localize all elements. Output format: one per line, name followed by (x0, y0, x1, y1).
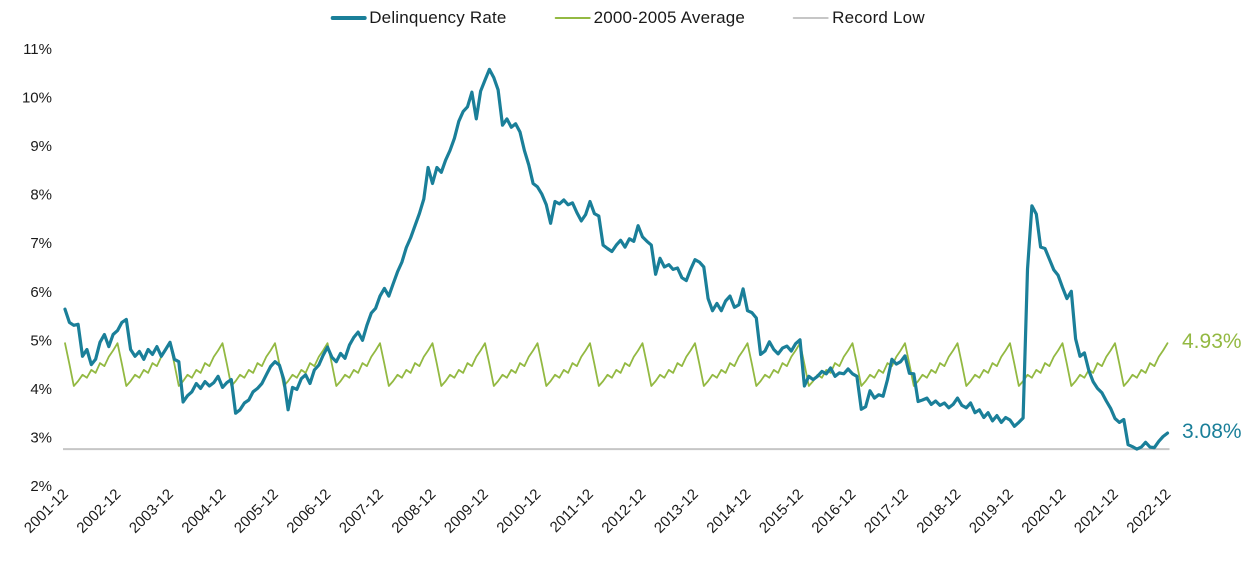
delinquency-end-value-label: 3.08% (1182, 420, 1242, 444)
y-tick-label: 2% (30, 478, 52, 495)
y-tick-label: 10% (22, 90, 52, 107)
x-tick-label: 2012-12 (598, 486, 649, 537)
x-tick-label: 2010-12 (493, 486, 544, 537)
legend-item-2000-2005-average: 2000-2005 Average (554, 8, 746, 28)
legend-item-record-low: Record Low (793, 8, 925, 28)
y-tick-label: 8% (30, 187, 52, 204)
x-tick-label: 2009-12 (441, 486, 492, 537)
x-tick-label: 2006-12 (283, 486, 334, 537)
average-end-value-label: 4.93% (1182, 330, 1242, 354)
y-tick-label: 7% (30, 235, 52, 252)
y-tick-label: 9% (30, 138, 52, 155)
legend-label-delinquency-rate: Delinquency Rate (369, 8, 507, 27)
y-tick-label: 3% (30, 429, 52, 446)
legend-label-2000-2005-average: 2000-2005 Average (593, 8, 746, 27)
x-tick-label: 2022-12 (1123, 486, 1174, 537)
x-tick-label: 2004-12 (178, 486, 229, 537)
y-tick-label: 4% (30, 381, 52, 398)
x-tick-label: 2003-12 (126, 486, 177, 537)
legend-label-record-low: Record Low (832, 8, 925, 27)
x-tick-label: 2014-12 (703, 486, 754, 537)
y-tick-label: 11% (23, 41, 52, 58)
x-tick-label: 2018-12 (913, 486, 964, 537)
delinquency-rate-line-swatch (330, 16, 367, 20)
record-low-line-swatch (793, 17, 830, 19)
delinquency-rate-line (63, 67, 1170, 451)
legend: Delinquency Rate 2000-2005 Average Recor… (330, 8, 925, 28)
x-tick-label: 2017-12 (861, 486, 912, 537)
x-tick-label: 2005-12 (231, 486, 282, 537)
x-tick-label: 2019-12 (966, 486, 1017, 537)
x-tick-label: 2015-12 (756, 486, 807, 537)
x-tick-label: 2021-12 (1071, 486, 1122, 537)
average-line (64, 342, 1169, 387)
x-tick-label: 2002-12 (73, 486, 124, 537)
x-tick-label: 2011-12 (547, 486, 597, 536)
x-tick-label: 2020-12 (1018, 486, 1069, 537)
y-tick-label: 6% (30, 284, 52, 301)
x-tick-label: 2008-12 (388, 486, 439, 537)
x-tick-label: 2016-12 (808, 486, 859, 537)
x-tick-label: 2013-12 (651, 486, 702, 537)
average-line-swatch (554, 17, 591, 19)
legend-item-delinquency-rate: Delinquency Rate (330, 8, 506, 28)
x-tick-label: 2007-12 (336, 486, 387, 537)
y-tick-label: 5% (30, 332, 52, 349)
